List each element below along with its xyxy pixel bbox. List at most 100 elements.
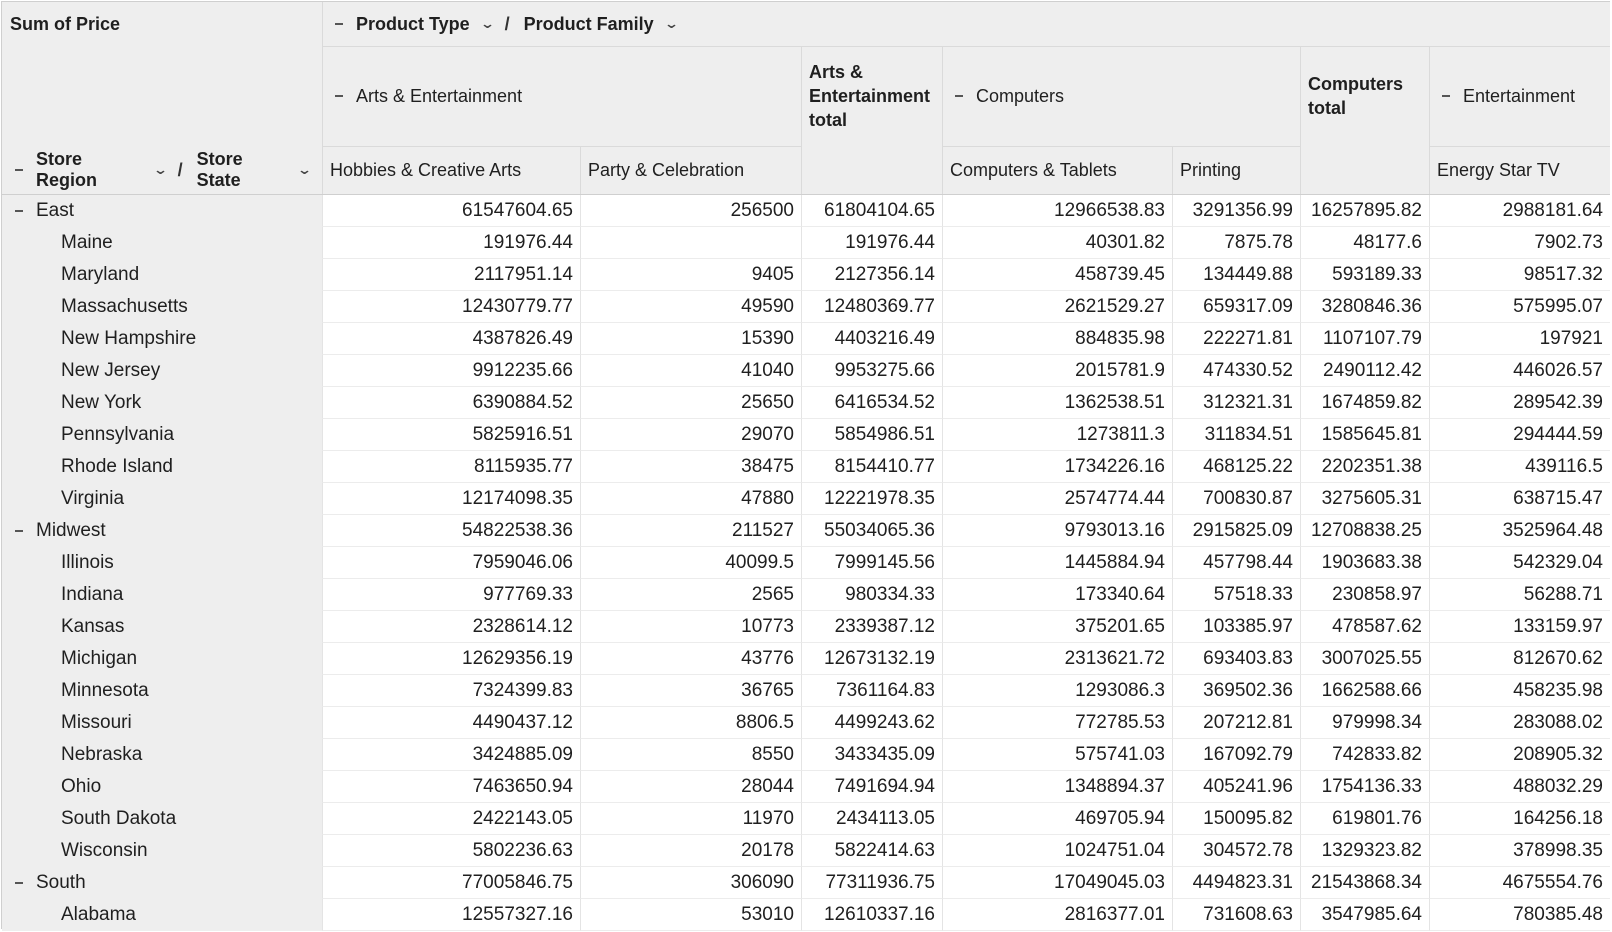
table-cell[interactable]: 43776 xyxy=(580,643,801,675)
table-cell[interactable]: 2339387.12 xyxy=(801,611,942,643)
table-cell[interactable]: 7491694.94 xyxy=(801,771,942,803)
table-cell[interactable]: 4403216.49 xyxy=(801,323,942,355)
table-cell[interactable]: 4494823.31 xyxy=(1172,867,1300,899)
table-cell[interactable]: 4387826.49 xyxy=(322,323,580,355)
table-cell[interactable]: 133159.97 xyxy=(1429,611,1610,643)
table-cell[interactable]: 7361164.83 xyxy=(801,675,942,707)
table-cell[interactable]: 197921 xyxy=(1429,323,1610,355)
collapse-icon[interactable] xyxy=(12,876,26,890)
collapse-icon[interactable] xyxy=(1439,89,1453,103)
row-header-region[interactable]: East xyxy=(2,195,322,227)
table-cell[interactable]: 542329.04 xyxy=(1429,547,1610,579)
table-cell[interactable]: 4675554.76 xyxy=(1429,867,1610,899)
table-cell[interactable]: 693403.83 xyxy=(1172,643,1300,675)
table-cell[interactable]: 488032.29 xyxy=(1429,771,1610,803)
table-cell[interactable]: 8806.5 xyxy=(580,707,801,739)
table-cell[interactable]: 167092.79 xyxy=(1172,739,1300,771)
table-cell[interactable]: 11970 xyxy=(580,803,801,835)
table-cell[interactable]: 28044 xyxy=(580,771,801,803)
table-cell[interactable]: 57518.33 xyxy=(1172,579,1300,611)
table-cell[interactable]: 191976.44 xyxy=(801,227,942,259)
table-cell[interactable]: 375201.65 xyxy=(942,611,1172,643)
table-cell[interactable]: 6390884.52 xyxy=(322,387,580,419)
table-cell[interactable]: 12966538.83 xyxy=(942,195,1172,227)
table-cell[interactable]: 12557327.16 xyxy=(322,899,580,931)
table-cell[interactable]: 40301.82 xyxy=(942,227,1172,259)
table-cell[interactable]: 812670.62 xyxy=(1429,643,1610,675)
chevron-down-icon[interactable]: ⌄ xyxy=(479,16,495,31)
table-cell[interactable]: 2015781.9 xyxy=(942,355,1172,387)
table-cell[interactable]: 1734226.16 xyxy=(942,451,1172,483)
column-header-computers[interactable]: Computers xyxy=(942,46,1300,146)
table-cell[interactable]: 3280846.36 xyxy=(1300,291,1429,323)
table-cell[interactable]: 304572.78 xyxy=(1172,835,1300,867)
table-cell[interactable]: 439116.5 xyxy=(1429,451,1610,483)
column-header-entertainment[interactable]: Entertainment xyxy=(1429,46,1610,146)
table-cell[interactable]: 98517.32 xyxy=(1429,259,1610,291)
table-cell[interactable]: 2117951.14 xyxy=(322,259,580,291)
table-cell[interactable]: 2313621.72 xyxy=(942,643,1172,675)
row-header-region[interactable]: South xyxy=(2,867,322,899)
table-cell[interactable]: 48177.6 xyxy=(1300,227,1429,259)
collapse-icon[interactable] xyxy=(952,89,966,103)
row-header-region[interactable]: Midwest xyxy=(2,515,322,547)
collapse-icon[interactable] xyxy=(12,204,26,218)
table-cell[interactable]: 29070 xyxy=(580,419,801,451)
table-cell[interactable]: 478587.62 xyxy=(1300,611,1429,643)
column-field-product-family[interactable]: Product Family xyxy=(523,13,654,34)
table-cell[interactable]: 1754136.33 xyxy=(1300,771,1429,803)
table-cell[interactable]: 5802236.63 xyxy=(322,835,580,867)
table-cell[interactable]: 2490112.42 xyxy=(1300,355,1429,387)
table-cell[interactable]: 12430779.77 xyxy=(322,291,580,323)
table-cell[interactable]: 9793013.16 xyxy=(942,515,1172,547)
table-cell[interactable]: 10773 xyxy=(580,611,801,643)
table-cell[interactable]: 1107107.79 xyxy=(1300,323,1429,355)
table-cell[interactable]: 700830.87 xyxy=(1172,483,1300,515)
table-cell[interactable]: 312321.31 xyxy=(1172,387,1300,419)
table-cell[interactable]: 55034065.36 xyxy=(801,515,942,547)
table-cell[interactable]: 222271.81 xyxy=(1172,323,1300,355)
table-cell[interactable]: 47880 xyxy=(580,483,801,515)
table-cell[interactable]: 20178 xyxy=(580,835,801,867)
table-cell[interactable]: 4499243.62 xyxy=(801,707,942,739)
table-cell[interactable]: 7902.73 xyxy=(1429,227,1610,259)
table-cell[interactable]: 1024751.04 xyxy=(942,835,1172,867)
table-cell[interactable]: 469705.94 xyxy=(942,803,1172,835)
table-cell[interactable]: 12610337.16 xyxy=(801,899,942,931)
chevron-down-icon[interactable]: ⌄ xyxy=(663,16,679,31)
table-cell[interactable]: 2328614.12 xyxy=(322,611,580,643)
table-cell[interactable]: 780385.48 xyxy=(1429,899,1610,931)
table-cell[interactable]: 25650 xyxy=(580,387,801,419)
table-cell[interactable]: 7875.78 xyxy=(1172,227,1300,259)
table-cell[interactable]: 56288.71 xyxy=(1429,579,1610,611)
table-cell[interactable]: 3291356.99 xyxy=(1172,195,1300,227)
table-cell[interactable]: 2621529.27 xyxy=(942,291,1172,323)
table-cell[interactable]: 283088.02 xyxy=(1429,707,1610,739)
table-cell[interactable]: 638715.47 xyxy=(1429,483,1610,515)
table-cell[interactable]: 1662588.66 xyxy=(1300,675,1429,707)
table-cell[interactable]: 457798.44 xyxy=(1172,547,1300,579)
table-cell[interactable]: 458739.45 xyxy=(942,259,1172,291)
table-cell[interactable]: 2202351.38 xyxy=(1300,451,1429,483)
collapse-all-rows-icon[interactable] xyxy=(12,163,26,177)
table-cell[interactable]: 6416534.52 xyxy=(801,387,942,419)
table-cell[interactable]: 41040 xyxy=(580,355,801,387)
table-cell[interactable]: 1273811.3 xyxy=(942,419,1172,451)
column-field-product-type[interactable]: Product Type xyxy=(356,13,470,34)
table-cell[interactable]: 458235.98 xyxy=(1429,675,1610,707)
table-cell[interactable]: 36765 xyxy=(580,675,801,707)
table-cell[interactable]: 3424885.09 xyxy=(322,739,580,771)
table-cell[interactable]: 2565 xyxy=(580,579,801,611)
table-cell[interactable]: 5825916.51 xyxy=(322,419,580,451)
table-cell[interactable]: 164256.18 xyxy=(1429,803,1610,835)
table-cell[interactable]: 294444.59 xyxy=(1429,419,1610,451)
table-cell[interactable]: 1903683.38 xyxy=(1300,547,1429,579)
table-cell[interactable]: 1348894.37 xyxy=(942,771,1172,803)
table-cell[interactable]: 173340.64 xyxy=(942,579,1172,611)
table-cell[interactable]: 1445884.94 xyxy=(942,547,1172,579)
table-cell[interactable]: 12480369.77 xyxy=(801,291,942,323)
table-cell[interactable] xyxy=(580,227,801,259)
table-cell[interactable]: 2574774.44 xyxy=(942,483,1172,515)
table-cell[interactable]: 306090 xyxy=(580,867,801,899)
table-cell[interactable]: 49590 xyxy=(580,291,801,323)
